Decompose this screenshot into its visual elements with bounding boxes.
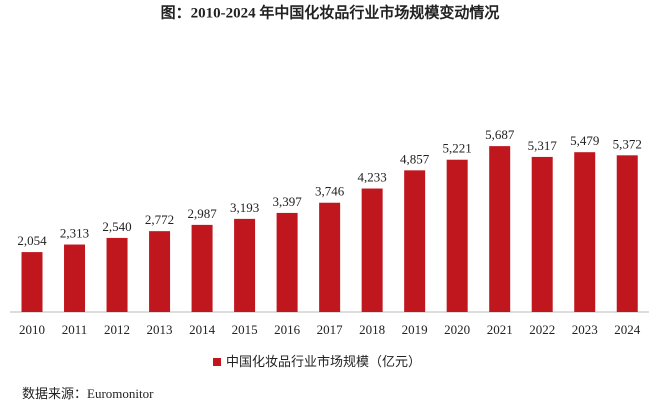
x-tick-label: 2013 [147,322,173,337]
bar [234,218,256,312]
legend-swatch [213,358,221,366]
data-label: 3,193 [230,200,259,215]
data-label: 2,054 [17,233,47,248]
data-label: 2,987 [187,206,217,221]
x-tick-label: 2016 [274,322,301,337]
data-label: 2,313 [60,226,89,241]
bar [489,146,511,312]
bar [531,156,553,312]
data-label: 5,317 [528,138,558,153]
x-tick-label: 2021 [487,322,513,337]
bar [149,231,171,312]
legend-label: 中国化妆品行业市场规模（亿元） [226,354,421,369]
bar [21,252,43,312]
chart-title: 图：2010-2024 年中国化妆品行业市场规模变动情况 [161,3,500,21]
bar [276,212,298,312]
data-label: 2,772 [145,212,174,227]
data-label: 5,372 [613,136,642,151]
x-tick-label: 2015 [232,322,258,337]
data-label: 5,687 [485,127,515,142]
x-tick-label: 2014 [189,322,216,337]
bar [319,202,341,312]
bar [574,152,596,312]
bar [106,237,128,312]
bar [64,244,86,312]
bar [616,155,638,312]
x-tick-label: 2012 [104,322,130,337]
data-label: 3,746 [315,184,345,199]
data-label: 2,540 [102,219,131,234]
x-tick-label: 2023 [572,322,598,337]
x-tick-label: 2010 [19,322,45,337]
x-tick-label: 2019 [402,322,428,337]
bar [446,159,468,312]
bar [404,170,426,312]
data-label: 3,397 [272,194,302,209]
x-tick-label: 2020 [444,322,470,337]
data-label: 4,857 [400,151,430,166]
x-tick-label: 2022 [529,322,555,337]
x-tick-label: 2011 [62,322,88,337]
source-note: 数据来源：Euromonitor [22,386,154,401]
x-tick-label: 2017 [317,322,344,337]
x-tick-label: 2018 [359,322,385,337]
data-label: 5,221 [443,141,472,156]
bar [191,224,213,312]
x-tick-label: 2024 [614,322,641,337]
data-label: 5,479 [570,133,599,148]
bar [361,188,383,312]
data-label: 4,233 [358,170,387,185]
